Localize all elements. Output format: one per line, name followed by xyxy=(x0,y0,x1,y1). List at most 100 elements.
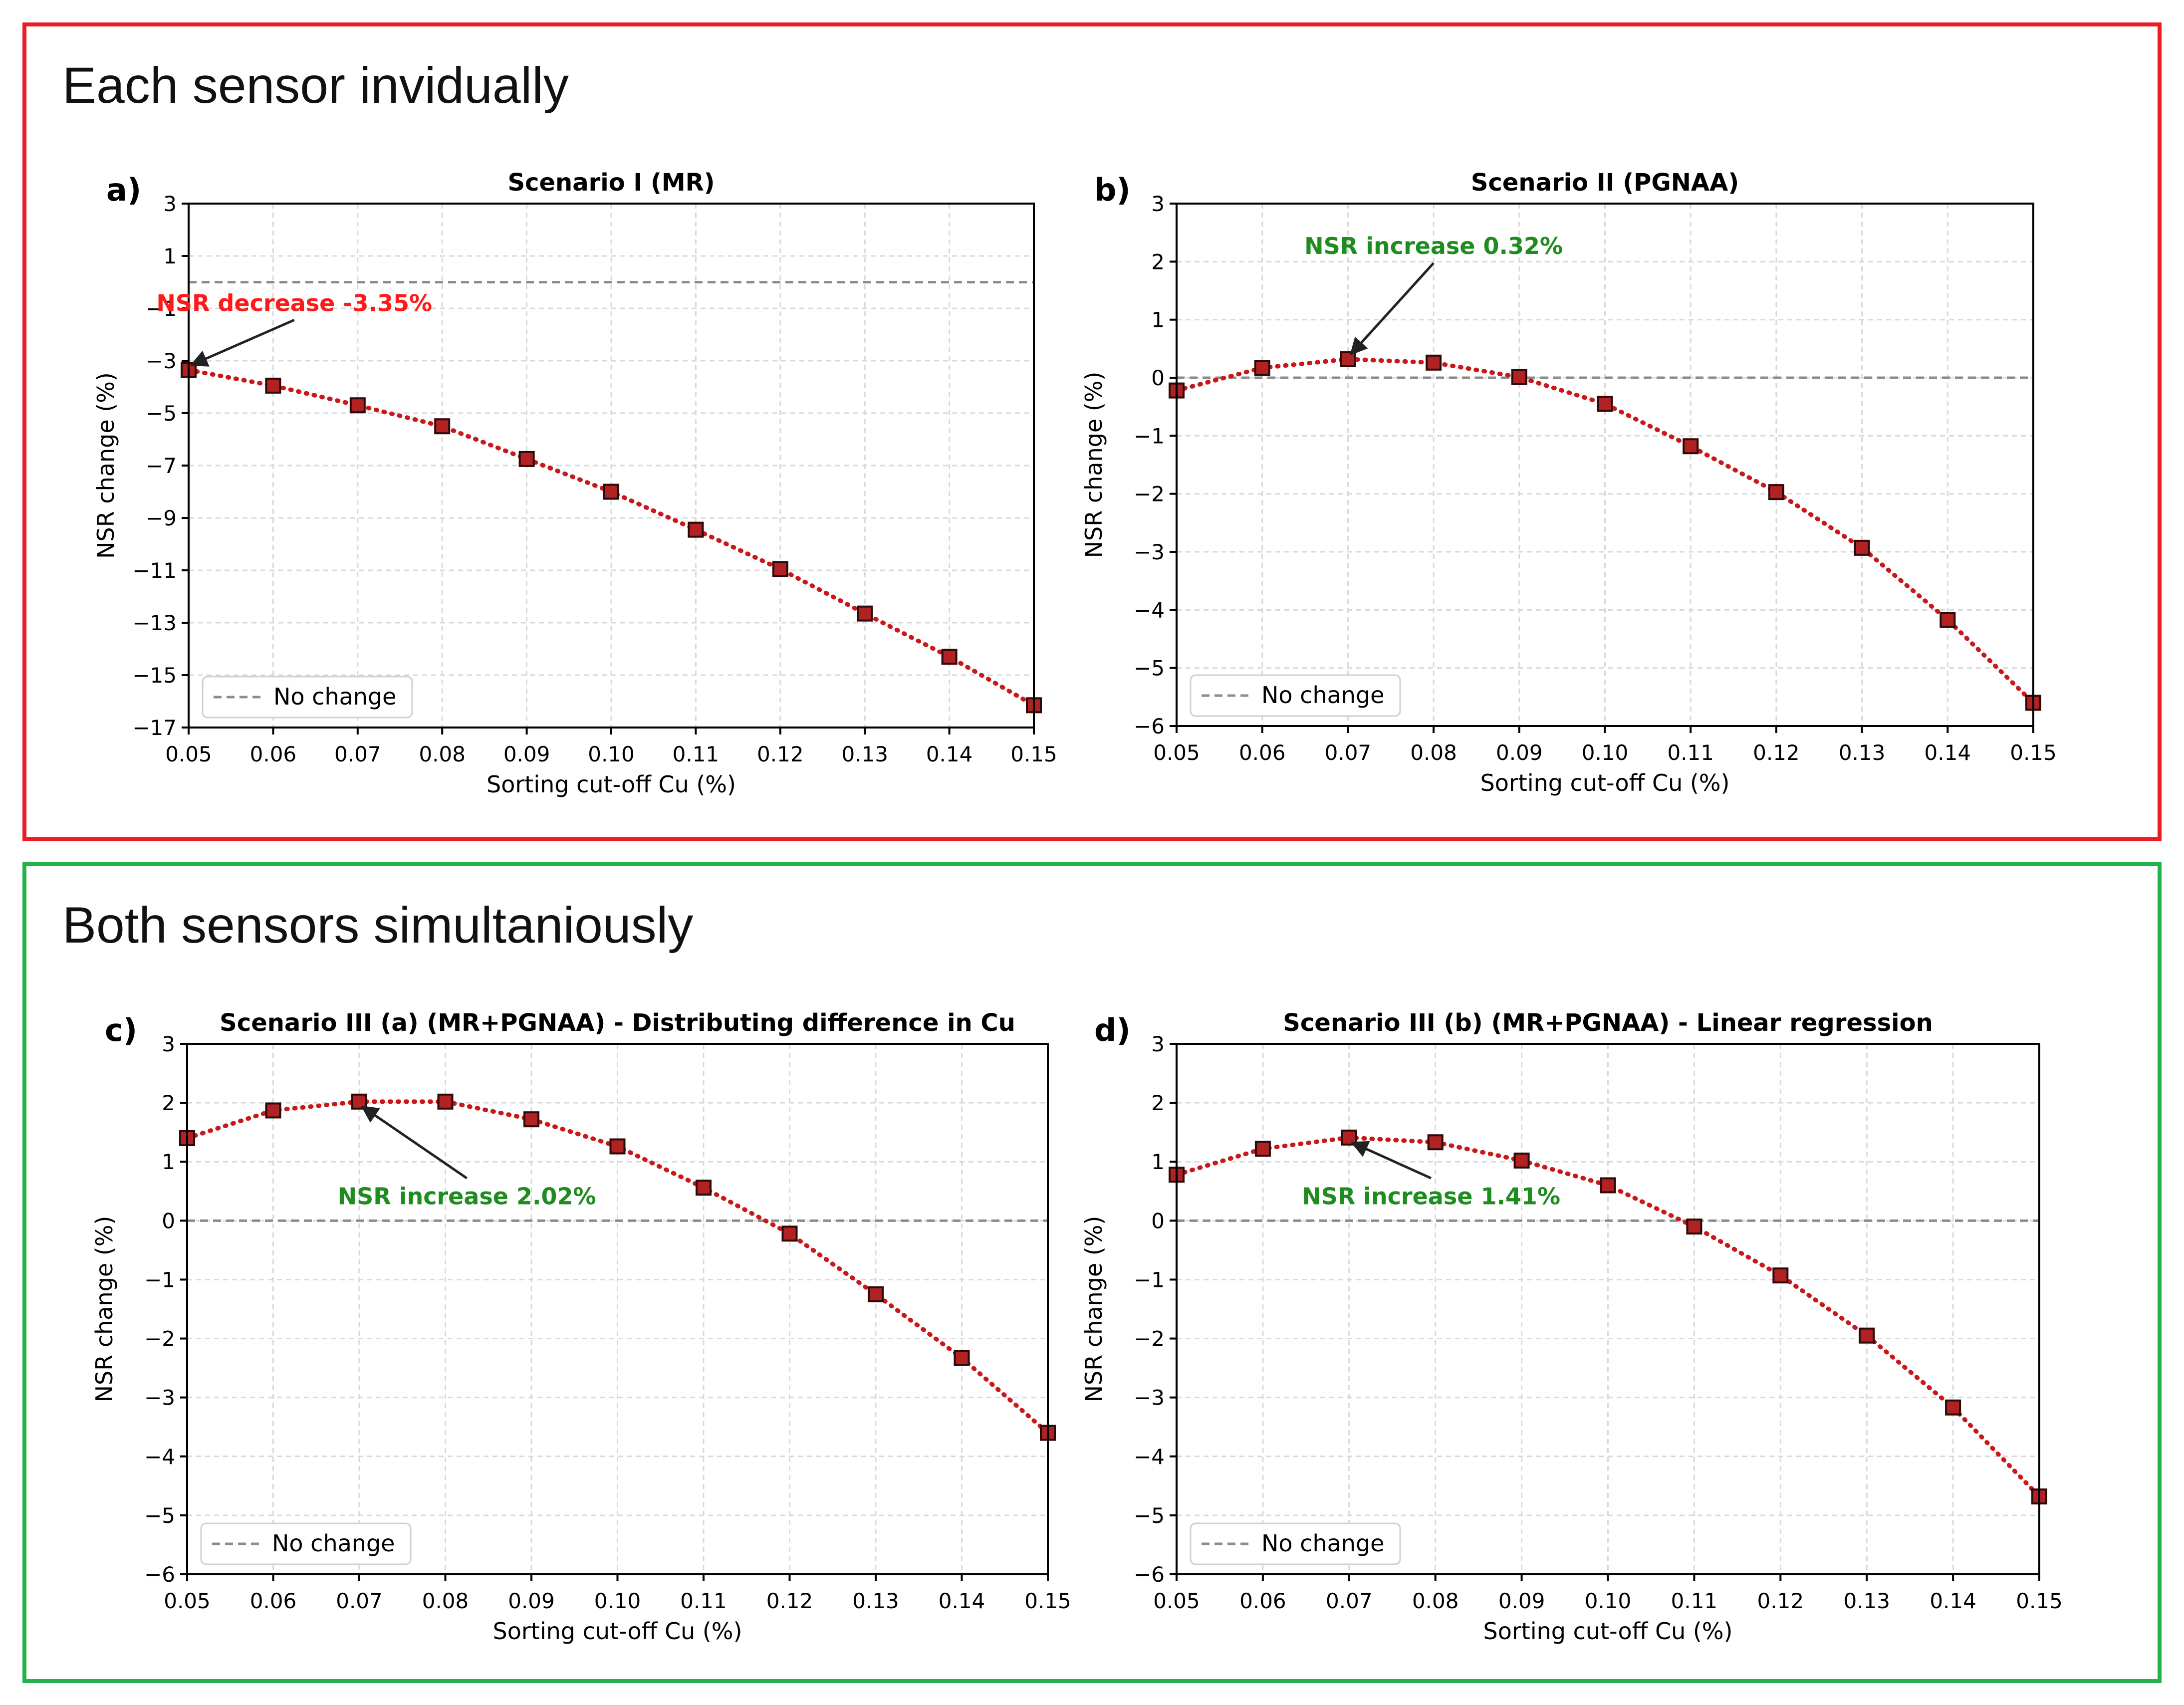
x-tick-label: 0.09 xyxy=(508,1589,555,1613)
data-point xyxy=(265,377,281,394)
annotation-arrow xyxy=(1350,262,1435,356)
data-point xyxy=(1686,1218,1702,1235)
y-tick-label: 3 xyxy=(163,192,177,216)
data-point xyxy=(857,605,873,622)
x-axis-label: Sorting cut-off Cu (%) xyxy=(1480,769,1730,796)
data-point xyxy=(349,397,366,414)
chart-title: Scenario III (b) (MR+PGNAA) - Linear reg… xyxy=(1283,1009,1933,1037)
data-point xyxy=(437,1093,454,1110)
x-tick-label: 0.11 xyxy=(680,1589,727,1613)
y-axis-label: NSR change (%) xyxy=(1080,1216,1107,1403)
data-point xyxy=(523,1111,539,1128)
data-point xyxy=(1768,484,1784,500)
x-tick-label: 0.14 xyxy=(1930,1589,1976,1613)
data-point xyxy=(1254,360,1270,376)
y-tick-label: 2 xyxy=(1151,249,1165,274)
data-point xyxy=(1683,438,1699,455)
chart-panel-2: 0.05 0.06 0.07 0.08 0.09 0.10 0.11 0.12 0.13 0.14… xyxy=(1080,169,2057,796)
annotation-arrow xyxy=(190,318,295,367)
legend-label: No change xyxy=(272,1530,395,1557)
x-tick-label: 0.05 xyxy=(1153,740,1200,765)
y-tick-label: 1 xyxy=(162,1150,175,1174)
annotation-label: NSR increase 2.02% xyxy=(338,1183,596,1210)
legend-box xyxy=(200,1522,412,1565)
x-tick-label: 0.09 xyxy=(1498,1589,1545,1613)
x-tick-label: 0.08 xyxy=(1410,740,1457,765)
y-tick-label: −2 xyxy=(1134,482,1165,506)
annotation-label: NSR decrease -3.35% xyxy=(156,289,432,316)
y-tick-label: −2 xyxy=(1134,1327,1165,1351)
data-point xyxy=(868,1286,884,1302)
data-point xyxy=(518,451,535,467)
annotation-arrow xyxy=(1350,1141,1432,1180)
y-axis-label: NSR change (%) xyxy=(91,1216,118,1403)
section-combined: Both sensors simultaniously xyxy=(22,862,2162,1683)
section-individual: Each sensor invidually xyxy=(22,22,2162,841)
section-title-individual: Each sensor invidually xyxy=(62,57,569,114)
y-tick-label: −1 xyxy=(146,296,177,321)
y-tick-label: −15 xyxy=(132,663,177,688)
x-tick-label: 0.05 xyxy=(165,742,212,766)
x-tick-label: 0.10 xyxy=(588,742,635,766)
data-point xyxy=(603,484,619,500)
legend-label: No change xyxy=(1261,1530,1384,1557)
y-tick-label: 1 xyxy=(1151,308,1165,332)
x-tick-label: 0.14 xyxy=(926,742,973,766)
data-point xyxy=(1597,396,1613,412)
x-tick-label: 0.12 xyxy=(766,1589,813,1613)
x-axis-label: Sorting cut-off Cu (%) xyxy=(1483,1618,1733,1645)
data-point xyxy=(351,1093,367,1110)
x-tick-label: 0.15 xyxy=(1024,1589,1071,1613)
annotation-label: NSR increase 0.32% xyxy=(1304,233,1563,259)
y-tick-label: −3 xyxy=(1134,1386,1165,1410)
y-tick-label: −7 xyxy=(146,454,177,478)
x-tick-label: 0.06 xyxy=(1239,1589,1286,1613)
data-point xyxy=(265,1102,281,1119)
x-tick-label: 0.13 xyxy=(852,1589,899,1613)
data-point xyxy=(434,418,451,435)
x-tick-label: 0.13 xyxy=(1839,740,1886,765)
panel-label: d) xyxy=(1094,1012,1131,1048)
y-tick-label: −4 xyxy=(144,1445,175,1469)
y-tick-label: 2 xyxy=(162,1091,175,1115)
y-tick-label: 3 xyxy=(162,1032,175,1056)
y-tick-label: −4 xyxy=(1134,1445,1165,1469)
chart-title: Scenario III (a) (MR+PGNAA) - Distributi… xyxy=(220,1009,1015,1037)
legend-box xyxy=(202,676,413,719)
x-tick-label: 0.10 xyxy=(1582,740,1629,765)
legend-box xyxy=(1190,674,1401,717)
x-tick-label: 0.06 xyxy=(250,1589,297,1613)
data-point xyxy=(1854,539,1870,556)
data-point xyxy=(1600,1177,1616,1194)
data-point xyxy=(1859,1327,1875,1344)
legend-box xyxy=(1190,1522,1401,1565)
y-tick-label: −1 xyxy=(1134,1267,1165,1292)
legend: No change xyxy=(1190,1522,1401,1565)
data-point xyxy=(688,521,704,538)
legend-label: No change xyxy=(1261,682,1384,709)
x-tick-label: 0.10 xyxy=(1585,1589,1632,1613)
y-tick-label: −6 xyxy=(1134,714,1165,738)
chart-title: Scenario II (PGNAA) xyxy=(1471,169,1739,197)
x-tick-label: 0.11 xyxy=(673,742,720,766)
data-point xyxy=(1772,1267,1789,1284)
y-tick-label: 3 xyxy=(1151,192,1165,216)
legend: No change xyxy=(202,676,413,719)
legend: No change xyxy=(1190,674,1401,717)
section-title-combined: Both sensors simultaniously xyxy=(62,897,694,954)
x-tick-label: 0.15 xyxy=(2010,740,2057,765)
x-tick-label: 0.09 xyxy=(1496,740,1543,765)
x-tick-label: 0.06 xyxy=(250,742,297,766)
data-point xyxy=(954,1350,970,1366)
y-tick-label: −13 xyxy=(132,611,177,635)
x-tick-label: 0.10 xyxy=(594,1589,641,1613)
data-point xyxy=(1254,1141,1271,1157)
y-tick-label: −4 xyxy=(1134,598,1165,622)
y-tick-label: −6 xyxy=(1134,1562,1165,1587)
x-tick-label: 0.07 xyxy=(1326,1589,1373,1613)
x-tick-label: 0.11 xyxy=(1667,740,1714,765)
x-tick-label: 0.15 xyxy=(1010,742,1057,766)
y-tick-label: −9 xyxy=(146,506,177,530)
chart-title: Scenario I (MR) xyxy=(507,169,715,197)
data-point xyxy=(772,561,788,577)
